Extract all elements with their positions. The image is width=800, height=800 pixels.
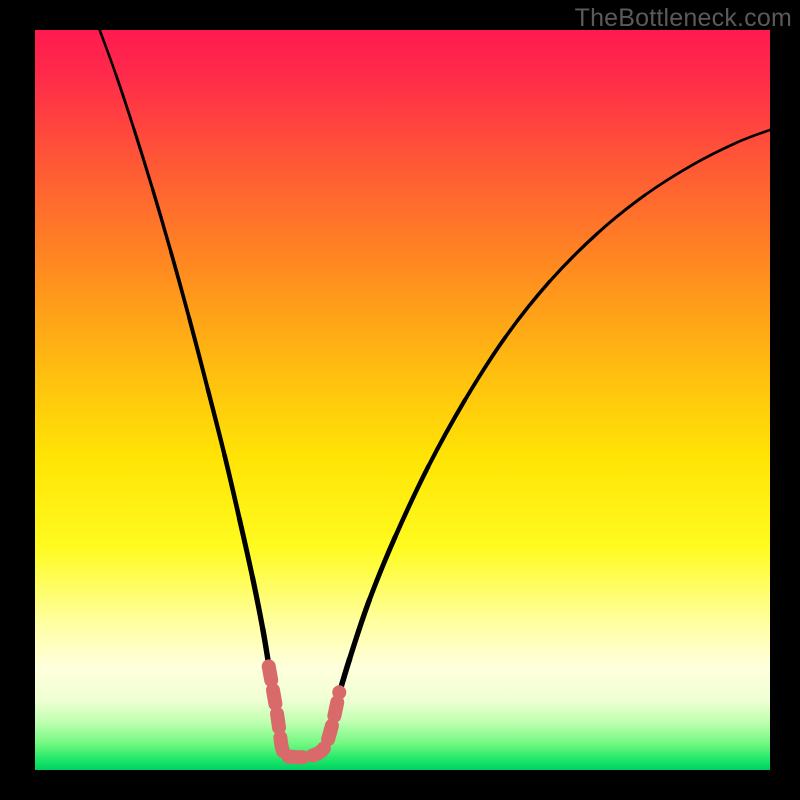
- watermark-text: TheBottleneck.com: [575, 4, 792, 33]
- chart-plot-area: [35, 30, 770, 770]
- chart-background: [35, 30, 770, 770]
- chart-svg: [35, 30, 770, 770]
